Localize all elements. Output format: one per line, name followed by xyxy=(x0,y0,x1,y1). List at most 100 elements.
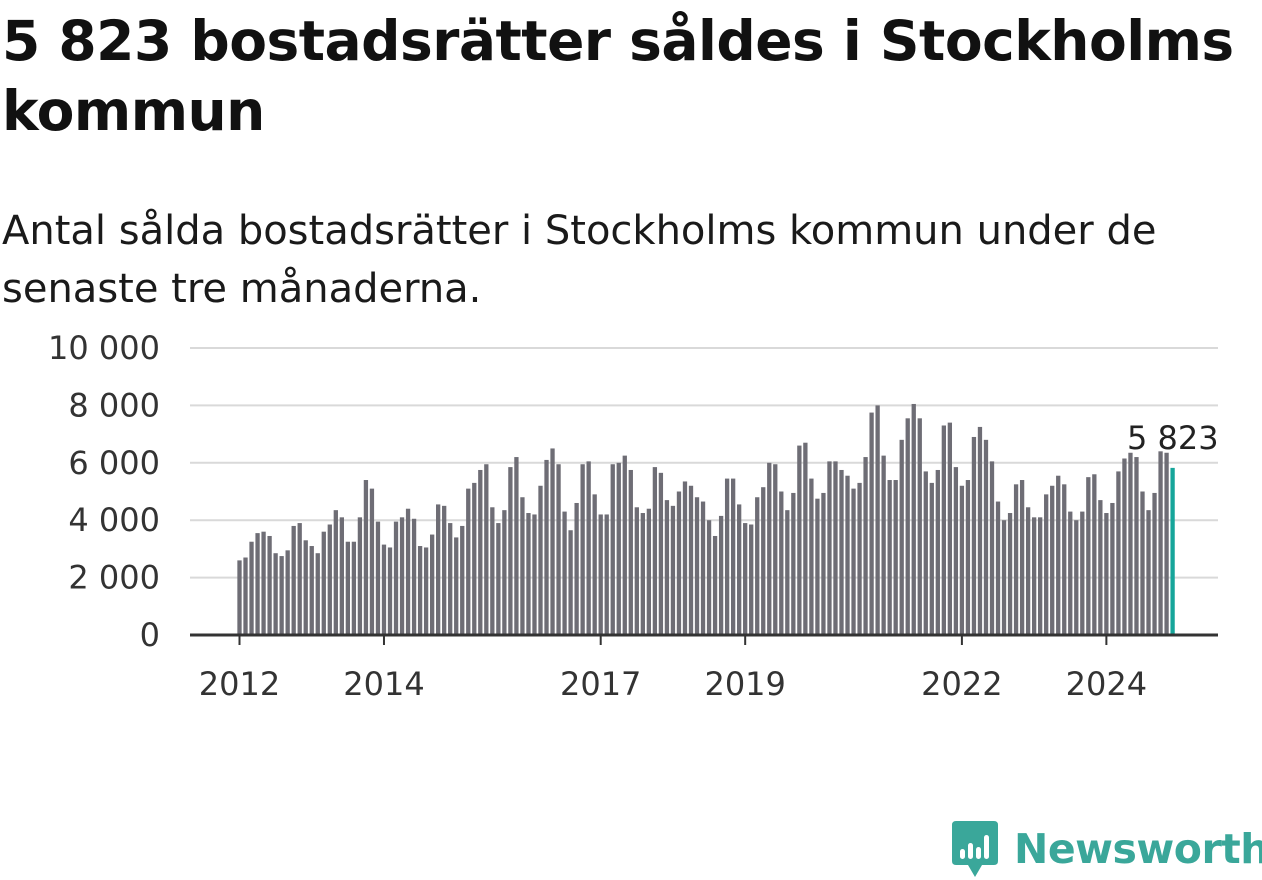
bar xyxy=(966,480,970,635)
bar xyxy=(629,470,633,635)
bar xyxy=(1128,453,1132,635)
bar xyxy=(1014,484,1018,635)
bar xyxy=(1068,512,1072,635)
bar xyxy=(400,517,404,635)
bar xyxy=(1062,484,1066,635)
bar xyxy=(617,463,621,635)
y-axis-ticks: 0 2 000 4 000 6 000 8 000 10 000 xyxy=(48,329,160,654)
bar xyxy=(948,423,952,635)
bar xyxy=(310,546,314,635)
bar xyxy=(773,464,777,635)
bar xyxy=(665,500,669,635)
bar xyxy=(358,517,362,635)
x-tick-label: 2014 xyxy=(343,665,424,703)
bar xyxy=(641,513,645,635)
bar xyxy=(749,525,753,635)
bar xyxy=(460,526,464,635)
bar-highlight xyxy=(1170,468,1174,635)
bar xyxy=(1056,476,1060,635)
bar xyxy=(1050,486,1054,635)
bar xyxy=(430,535,434,635)
bar xyxy=(683,481,687,635)
x-tick-label: 2017 xyxy=(560,665,641,703)
bar xyxy=(544,460,548,635)
bar xyxy=(954,467,958,635)
bar xyxy=(508,467,512,635)
bar xyxy=(1086,477,1090,635)
bar xyxy=(737,504,741,635)
bar xyxy=(815,499,819,635)
bar xyxy=(797,446,801,635)
brand: Newsworthy xyxy=(950,818,1262,880)
bar xyxy=(418,546,422,635)
x-tick-label: 2019 xyxy=(704,665,785,703)
bar xyxy=(454,537,458,635)
bar xyxy=(442,506,446,635)
bar xyxy=(875,405,879,635)
bar xyxy=(496,523,500,635)
bar xyxy=(1116,471,1120,635)
bar xyxy=(942,425,946,635)
bar xyxy=(996,502,1000,635)
bar xyxy=(918,418,922,635)
bar xyxy=(869,413,873,635)
bar xyxy=(502,510,506,635)
bar xyxy=(1164,453,1168,635)
bar xyxy=(671,506,675,635)
y-tick-label: 0 xyxy=(140,616,160,654)
bar xyxy=(689,486,693,635)
bar xyxy=(562,512,566,635)
bar xyxy=(1158,451,1162,635)
bar xyxy=(605,514,609,635)
bar xyxy=(635,507,639,635)
bar xyxy=(599,514,603,635)
bar xyxy=(520,497,524,635)
bar xyxy=(743,523,747,635)
chart-subtitle: Antal sålda bostadsrätter i Stockholms k… xyxy=(2,202,1260,318)
newsworthy-logo-icon xyxy=(950,819,1000,879)
bar xyxy=(803,443,807,635)
bar xyxy=(611,464,615,635)
bar xyxy=(322,532,326,635)
bar xyxy=(924,471,928,635)
bar xyxy=(490,507,494,635)
bar xyxy=(936,470,940,635)
bar xyxy=(1020,480,1024,635)
bar xyxy=(370,489,374,635)
bar xyxy=(532,514,536,635)
bar xyxy=(809,479,813,635)
bar xyxy=(1134,457,1138,635)
bar xyxy=(960,486,964,635)
bar xyxy=(1002,520,1006,635)
bar xyxy=(930,483,934,635)
bar xyxy=(912,404,916,635)
bar xyxy=(1140,492,1144,636)
bar xyxy=(472,483,476,635)
bar xyxy=(316,553,320,635)
bar xyxy=(1122,458,1126,635)
bar xyxy=(695,497,699,635)
bar xyxy=(466,489,470,635)
bar xyxy=(1026,507,1030,635)
chart-title: 5 823 bostadsrätter såldes i Stockholms … xyxy=(2,6,1257,146)
bar xyxy=(791,493,795,635)
bar xyxy=(888,480,892,635)
bar xyxy=(653,467,657,635)
bar xyxy=(857,483,861,635)
bar xyxy=(779,492,783,636)
bar xyxy=(863,457,867,635)
bar xyxy=(1032,517,1036,635)
bar xyxy=(292,526,296,635)
bar xyxy=(593,494,597,635)
y-tick-label: 10 000 xyxy=(48,329,160,367)
bar xyxy=(364,480,368,635)
bar xyxy=(526,513,530,635)
bar xyxy=(701,502,705,635)
bar xyxy=(286,550,290,635)
x-tick-label: 2012 xyxy=(199,665,280,703)
x-tick-label: 2022 xyxy=(921,665,1002,703)
bar xyxy=(1098,500,1102,635)
bar xyxy=(298,523,302,635)
bar xyxy=(1080,512,1084,635)
bar xyxy=(761,487,765,635)
